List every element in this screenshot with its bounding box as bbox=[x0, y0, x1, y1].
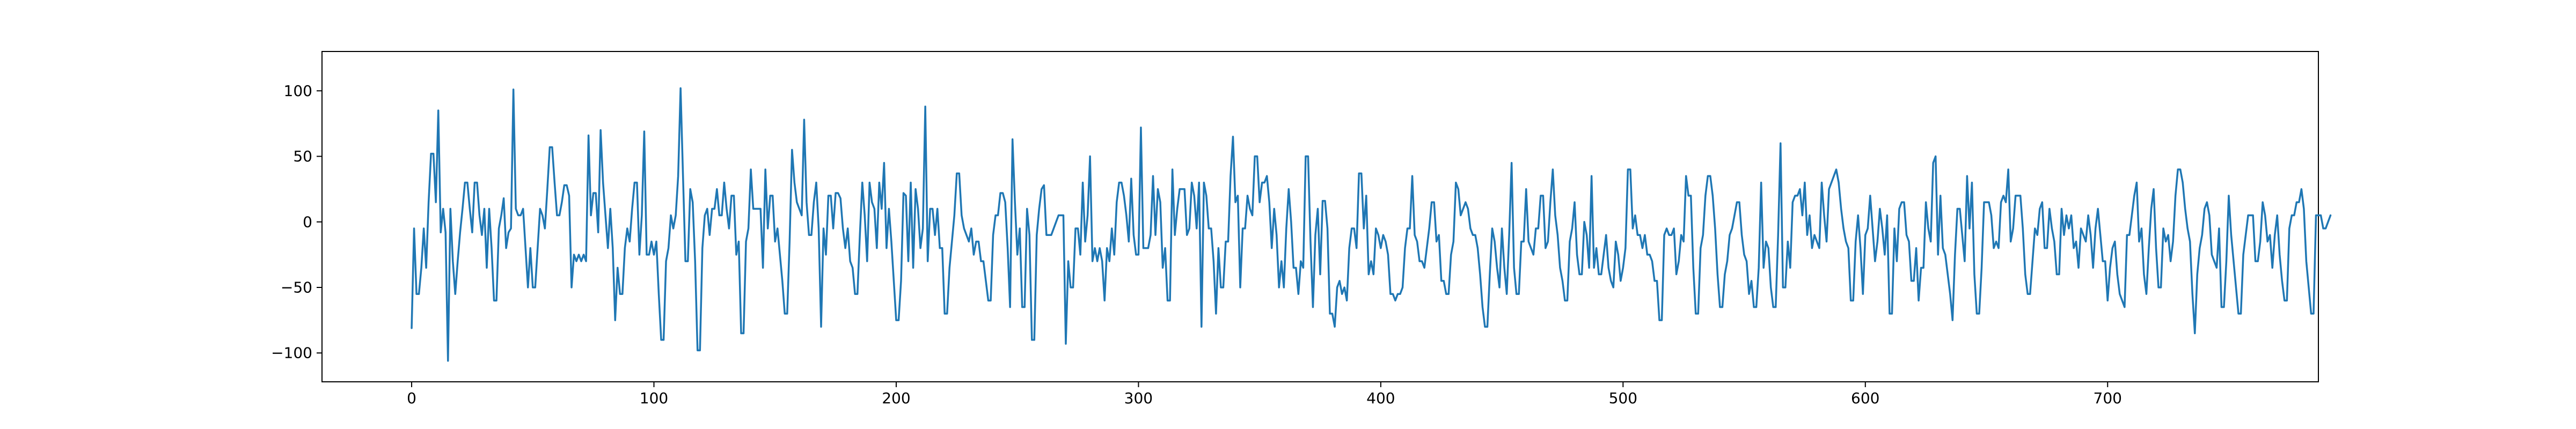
x-tick-label: 200 bbox=[882, 389, 910, 407]
plot-area-frame bbox=[321, 51, 2319, 382]
series-line bbox=[411, 87, 2332, 362]
x-tick-label: 600 bbox=[1851, 389, 1879, 407]
y-tick-label: 0 bbox=[303, 213, 312, 231]
x-tick-label: 400 bbox=[1366, 389, 1395, 407]
y-tick-label: 100 bbox=[284, 82, 312, 100]
y-tick-label: −100 bbox=[271, 344, 312, 362]
y-tick-label: 50 bbox=[293, 147, 312, 165]
x-tick-label: 100 bbox=[640, 389, 668, 407]
x-tick-label: 300 bbox=[1124, 389, 1153, 407]
y-axis: −100 −50 0 50 100 bbox=[271, 82, 322, 362]
x-tick-label: 0 bbox=[407, 389, 416, 407]
y-tick-label: −50 bbox=[281, 279, 312, 297]
x-tick-label: 500 bbox=[1609, 389, 1637, 407]
x-axis: 0 100 200 300 400 500 600 700 bbox=[407, 382, 2122, 407]
x-tick-label: 700 bbox=[2094, 389, 2122, 407]
